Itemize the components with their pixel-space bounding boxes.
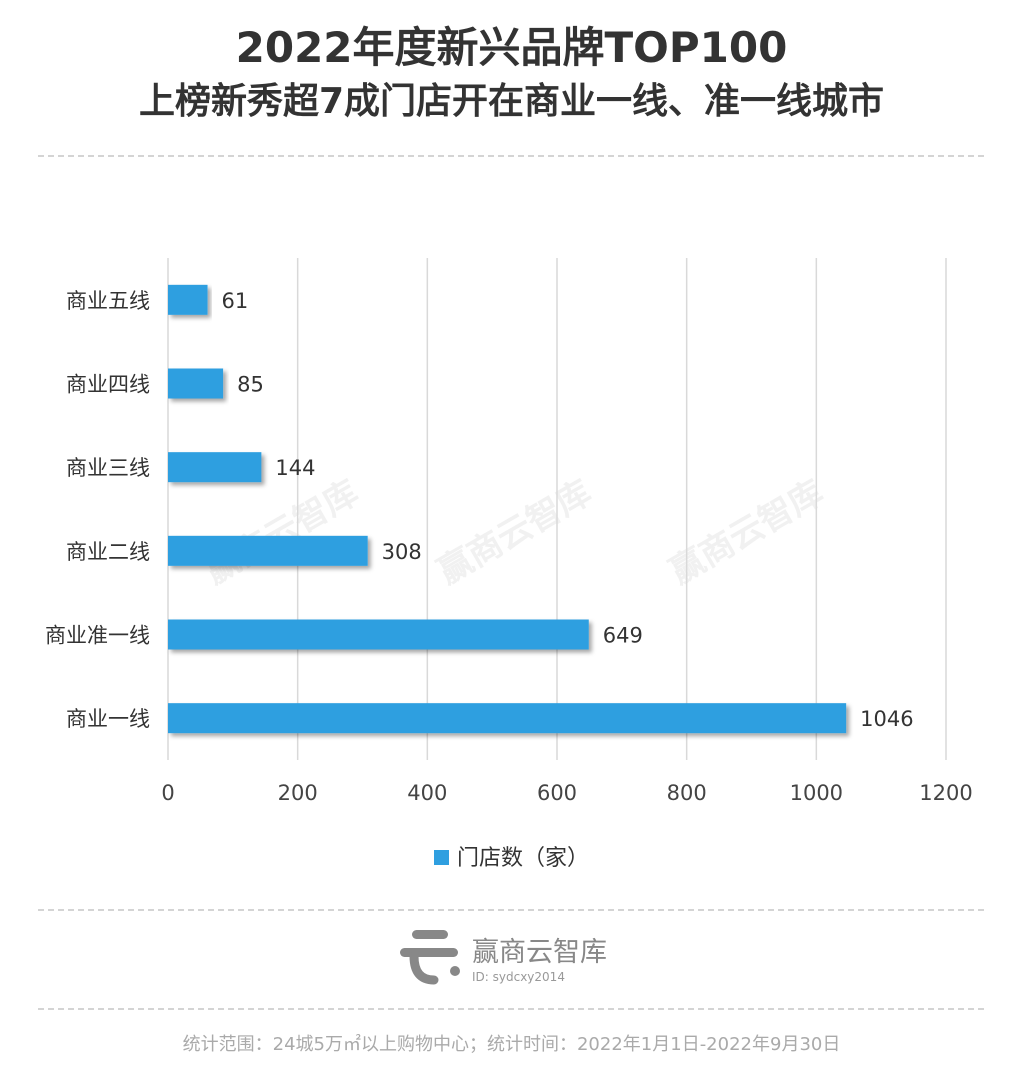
x-tick-label: 0 [161, 781, 174, 805]
bar-chart: 0 200 400 600 800 1000 1200 商业五线 61 商业四线 85 商业三线 144… [45, 258, 973, 805]
legend: 门店数（家） [0, 840, 1023, 872]
x-tick-label: 400 [407, 781, 447, 805]
data-label: 649 [603, 624, 643, 648]
brand-logo-icon [400, 930, 460, 985]
y-tick-label: 商业二线 [66, 540, 150, 564]
x-tick-label: 600 [537, 781, 577, 805]
brand-name: 赢商云智库 [472, 937, 607, 968]
divider [38, 1008, 984, 1010]
x-tick-label: 200 [278, 781, 318, 805]
data-label: 144 [275, 456, 315, 480]
legend-label: 门店数（家） [456, 846, 589, 871]
x-tick-label: 800 [667, 781, 707, 805]
bar [168, 368, 224, 399]
x-tick-label: 1200 [919, 781, 972, 805]
data-label: 308 [382, 540, 422, 564]
legend-swatch [433, 850, 449, 865]
bar [168, 619, 589, 650]
data-label: 1046 [860, 707, 913, 731]
bar [168, 284, 208, 315]
page-subtitle: 上榜新秀超7成门店开在商业一线、准一线城市 [138, 81, 885, 122]
y-tick-label: 商业三线 [66, 456, 150, 480]
divider [38, 909, 984, 911]
footnote: 统计范围：24城5万㎡以上购物中心；统计时间：2022年1月1日-2022年9月… [182, 1034, 841, 1055]
x-tick-label: 1000 [790, 781, 843, 805]
brand-id: ID: sydcxy2014 [472, 970, 565, 984]
y-tick-label: 商业准一线 [45, 624, 150, 648]
page-title: 2022年度新兴品牌TOP100 [235, 23, 788, 72]
data-label: 61 [222, 289, 249, 313]
bar [168, 703, 847, 734]
data-label: 85 [237, 373, 264, 397]
divider [38, 155, 984, 157]
y-tick-label: 商业五线 [66, 289, 150, 313]
bar [168, 535, 368, 566]
y-tick-label: 商业四线 [66, 373, 150, 397]
bar [168, 452, 262, 483]
y-tick-label: 商业一线 [66, 707, 150, 731]
